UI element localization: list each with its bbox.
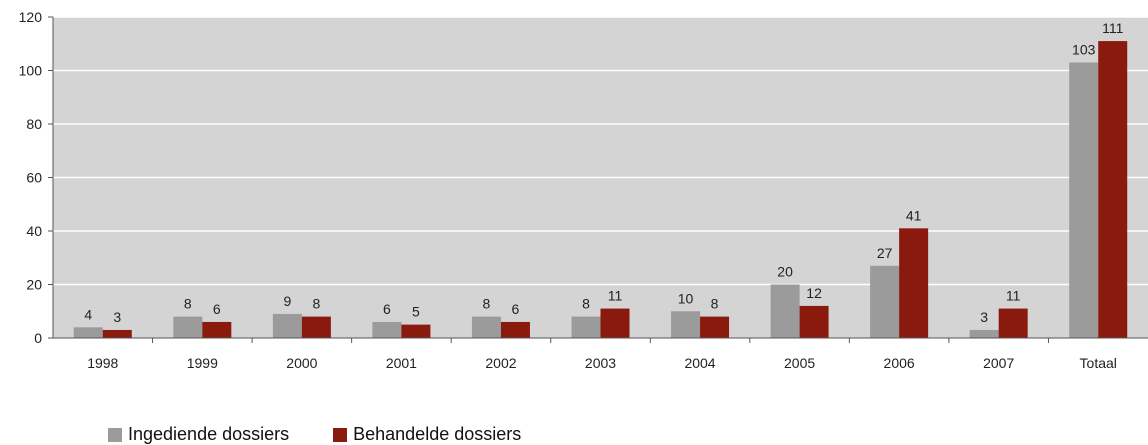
data-label-ingediende-2006: 27 [877,245,893,261]
y-tick-label-0: 0 [34,330,42,346]
bar-ingediende-2006 [870,265,900,338]
data-label-ingediende-2002: 8 [483,296,491,312]
data-label-behandelde-2007: 11 [1006,288,1021,304]
bar-behandelde-Totaal [1098,41,1128,338]
data-label-behandelde-2006: 41 [906,207,922,223]
data-label-behandelde-2005: 12 [806,285,822,301]
bar-behandelde-2007 [998,308,1028,338]
legend-item-ingediende: Ingediende dossiers [108,424,289,445]
data-label-ingediende-2001: 6 [383,301,391,317]
y-tick-label-120: 120 [19,9,43,25]
bar-ingediende-2001 [372,321,402,338]
data-label-ingediende-2000: 9 [283,293,291,309]
bar-behandelde-2005 [799,305,829,338]
x-tick-label-2001: 2001 [386,355,417,371]
x-tick-label-2002: 2002 [485,355,516,371]
data-label-ingediende-2003: 8 [582,296,590,312]
bar-behandelde-1999 [202,321,232,338]
data-label-ingediende-2004: 10 [678,290,694,306]
bar-ingediende-2007 [969,329,999,338]
legend-swatch-behandelde [333,427,348,442]
x-tick-label-2006: 2006 [884,355,915,371]
x-tick-label-Totaal: Totaal [1080,355,1117,371]
data-label-ingediende-1998: 4 [84,306,92,322]
y-tick-label-40: 40 [26,223,42,239]
legend-label-behandelde: Behandelde dossiers [353,424,522,444]
data-label-behandelde-2001: 5 [412,304,420,320]
data-label-behandelde-2000: 8 [312,296,320,312]
bar-ingediende-1998 [73,327,103,338]
x-tick-label-1999: 1999 [187,355,218,371]
bar-behandelde-2000 [301,316,331,338]
data-label-ingediende-Totaal: 103 [1072,41,1096,57]
legend: Ingediende dossiers Behandelde dossiers [108,424,521,445]
legend-item-behandelde: Behandelde dossiers [333,424,521,445]
bar-behandelde-1998 [102,329,132,338]
data-label-behandelde-2003: 11 [608,288,623,304]
bar-behandelde-2003 [600,308,630,338]
y-tick-label-100: 100 [19,63,43,79]
x-tick-label-2005: 2005 [784,355,815,371]
bar-ingediende-2004 [671,311,701,338]
y-tick-label-20: 20 [26,277,42,293]
x-tick-label-1998: 1998 [87,355,118,371]
bar-ingediende-2000 [272,313,302,338]
y-tick-label-80: 80 [26,116,42,132]
data-label-behandelde-Totaal: 111 [1102,20,1123,36]
legend-label-ingediende: Ingediende dossiers [128,424,290,444]
data-label-behandelde-2002: 6 [512,301,520,317]
bar-ingediende-2002 [471,316,501,338]
x-tick-label-2003: 2003 [585,355,616,371]
bar-behandelde-2006 [899,228,929,338]
legend-swatch-ingediende [108,427,122,442]
x-tick-label-2004: 2004 [684,355,715,371]
x-axis: 1998 1999 2000 2001 2002 2003 2004 2005 2006 2007… [53,337,1148,371]
bar-ingediende-2003 [571,316,601,338]
data-label-ingediende-2007: 3 [980,309,988,325]
bar-ingediende-Totaal [1069,62,1099,338]
gridlines [53,16,1148,286]
x-tick-label-2007: 2007 [983,355,1014,371]
data-label-behandelde-1998: 3 [113,309,121,325]
bar-behandelde-2002 [500,321,530,338]
y-tick-label-60: 60 [26,170,42,186]
data-label-ingediende-2005: 20 [777,264,793,280]
x-tick-label-2000: 2000 [286,355,317,371]
data-label-behandelde-2004: 8 [711,296,719,312]
bar-ingediende-1999 [173,316,203,338]
bar-ingediende-2005 [770,284,800,338]
bars [73,41,1128,338]
y-axis: 0 20 40 60 80 100 120 [19,9,54,346]
bar-behandelde-2001 [401,324,431,338]
data-label-behandelde-1999: 6 [213,301,221,317]
bar-behandelde-2004 [700,316,730,338]
data-label-ingediende-1999: 8 [184,296,192,312]
